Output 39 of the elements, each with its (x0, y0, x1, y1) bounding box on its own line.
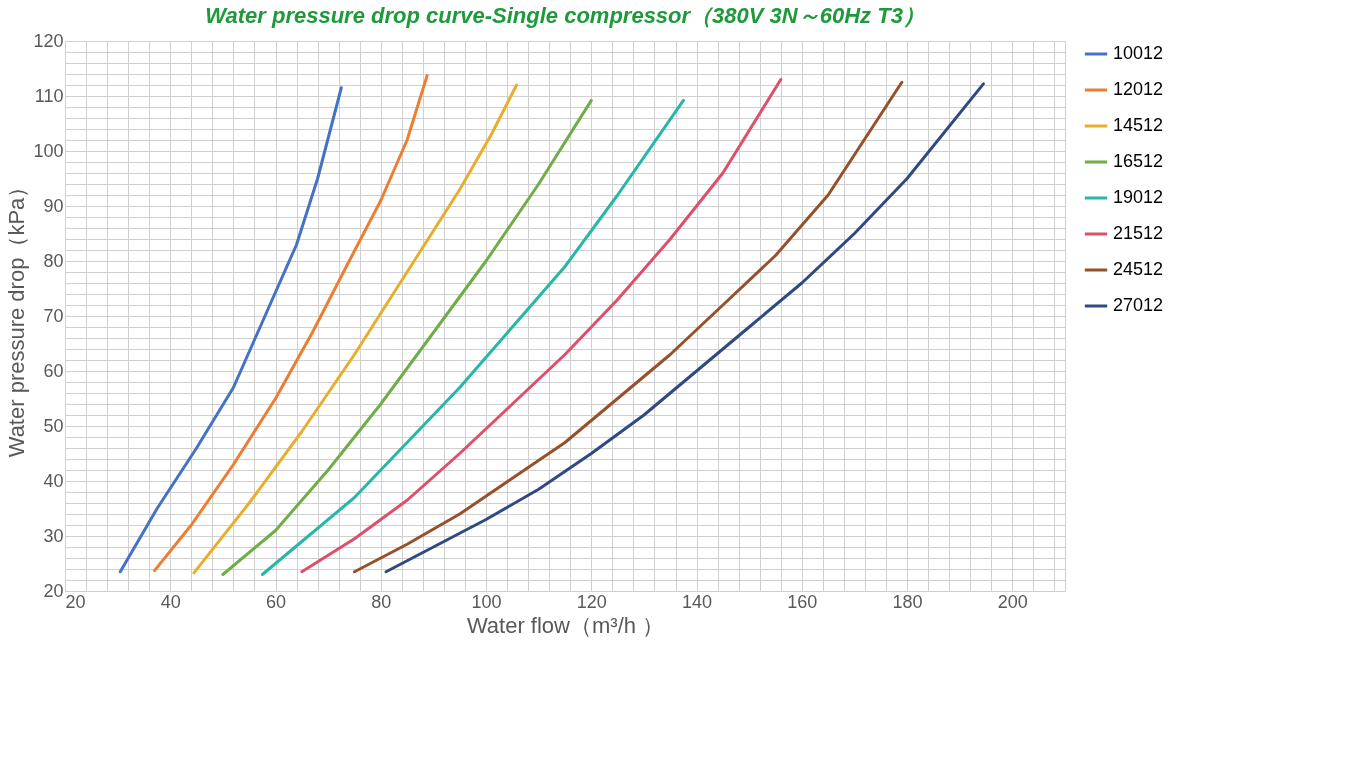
legend-label: 12012 (1113, 79, 1164, 99)
line-series (192, 83, 519, 575)
x-tick-label: 120 (576, 591, 607, 612)
chart-title: Water pressure drop curve-Single compressor（380V 3N～60Hz T3） (205, 3, 925, 28)
y-tick-label: 110 (34, 85, 64, 106)
legend-label: 21512 (1113, 223, 1164, 243)
y-tick-label: 70 (43, 305, 64, 326)
y-tick-label: 100 (33, 140, 64, 161)
y-tick-label: 120 (33, 30, 64, 51)
line-series (260, 98, 685, 576)
y-tick-label: 40 (43, 470, 64, 491)
y-tick-label: 60 (43, 360, 64, 381)
x-tick-label: 200 (997, 591, 1028, 612)
line-series (221, 98, 593, 576)
x-tick-label: 60 (266, 591, 287, 612)
x-axis-title: Water flow（m³/h ） (466, 612, 665, 638)
legend-label: 14512 (1113, 115, 1164, 135)
x-tick-label: 20 (65, 591, 86, 612)
x-tick-label: 80 (371, 591, 392, 612)
legend-label: 10012 (1113, 43, 1164, 63)
y-tick-label: 90 (43, 195, 64, 216)
y-tick-label: 80 (43, 250, 64, 271)
y-tick-label: 50 (43, 415, 64, 436)
legend-label: 27012 (1113, 295, 1164, 315)
x-tick-label: 160 (787, 591, 818, 612)
y-axis-title: Water pressure drop（kPa） (4, 175, 30, 458)
line-series (152, 74, 429, 573)
y-tick-label: 30 (43, 525, 64, 546)
line-series (352, 80, 904, 574)
x-tick-label: 40 (160, 591, 181, 612)
legend-label: 19012 (1113, 187, 1164, 207)
line-series (300, 78, 783, 574)
legend-label: 16512 (1113, 151, 1164, 171)
x-tick-label: 100 (471, 591, 502, 612)
line-series (118, 86, 343, 574)
x-tick-label: 180 (892, 591, 923, 612)
line-series (384, 82, 985, 574)
x-tick-label: 140 (682, 591, 713, 612)
legend-label: 24512 (1113, 259, 1164, 279)
